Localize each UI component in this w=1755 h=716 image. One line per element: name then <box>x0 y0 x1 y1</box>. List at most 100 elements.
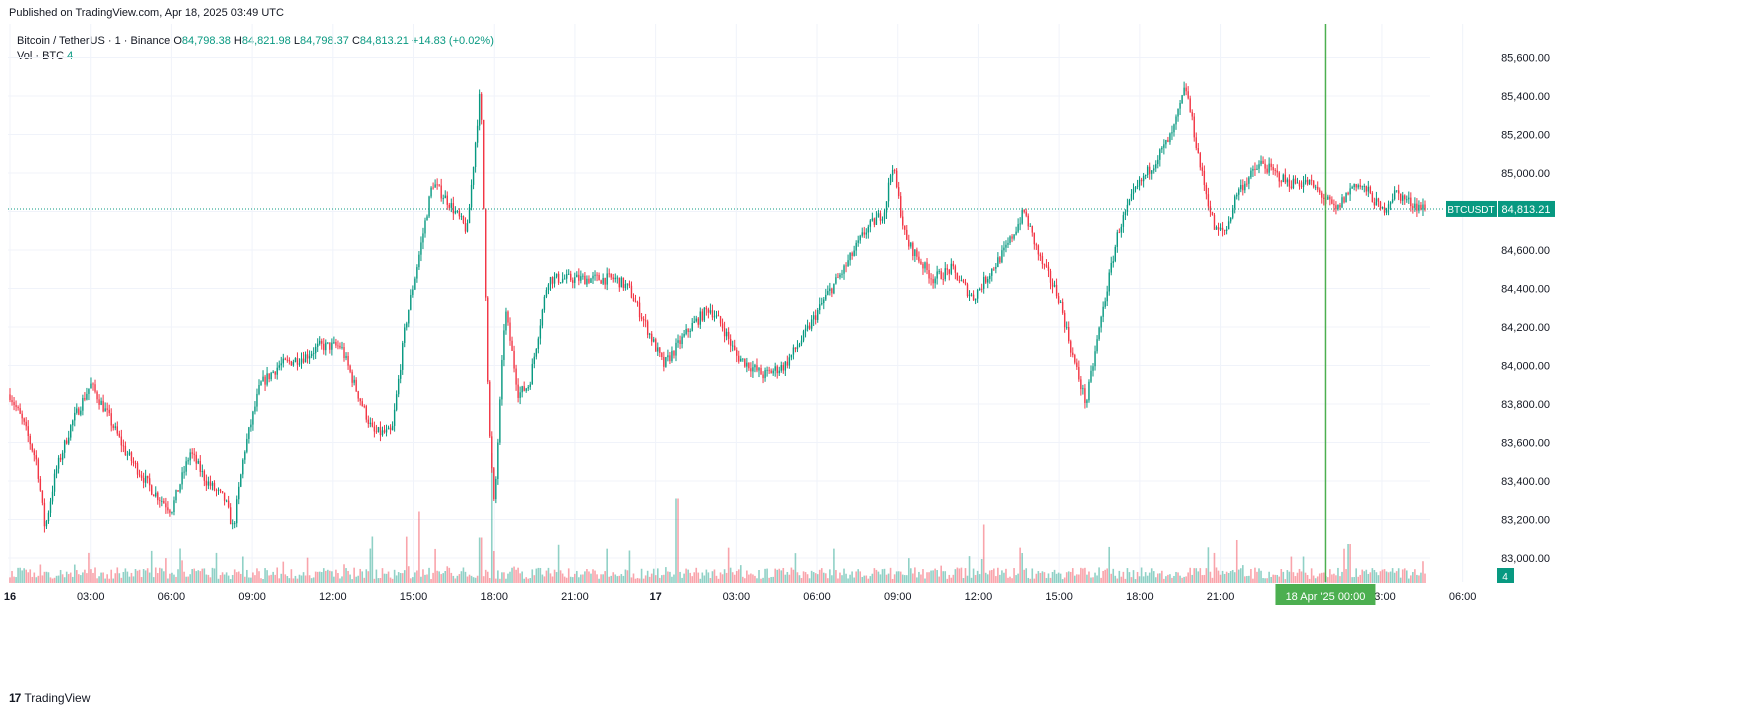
candle-body <box>1112 261 1114 263</box>
footer-brand[interactable]: 17 TradingView <box>9 691 90 705</box>
high-label: H <box>233 35 242 47</box>
candle-body <box>1027 215 1029 227</box>
volume-bar <box>422 569 424 583</box>
candle-body <box>82 397 84 411</box>
candle-body <box>1068 326 1070 342</box>
volume-bars <box>9 453 1426 583</box>
candle-body <box>995 266 997 269</box>
volume-bar <box>1284 579 1287 583</box>
volume-bar <box>405 536 408 583</box>
candle-body <box>709 310 712 313</box>
volume-bar <box>185 576 187 583</box>
volume-bar <box>262 578 264 583</box>
candle-body <box>1009 236 1011 243</box>
candle-body <box>869 220 872 227</box>
volume-bar <box>1221 570 1224 583</box>
volume-bar <box>784 574 787 583</box>
candle-body <box>1185 87 1187 92</box>
candle-body <box>659 347 661 353</box>
volume-bar <box>531 569 534 583</box>
volume-bar <box>744 578 746 583</box>
candle-body <box>610 273 612 278</box>
candle-body <box>339 345 341 348</box>
candle-body <box>693 321 695 324</box>
volume-bar <box>1211 577 1214 583</box>
volume-bar <box>851 571 853 583</box>
volume-bar <box>333 576 335 583</box>
candle-body <box>1225 229 1228 231</box>
candle-body <box>412 289 414 295</box>
candle-body <box>1078 366 1080 380</box>
volume-bar <box>760 578 762 583</box>
volume-bar <box>916 577 918 583</box>
symbol-title[interactable]: Bitcoin / TetherUS · 1 · Binance <box>17 35 171 47</box>
volume-bar <box>646 570 649 583</box>
volume-bar <box>1011 578 1013 583</box>
candle-body <box>310 353 313 357</box>
candle-body <box>1169 133 1171 143</box>
volume-bar <box>758 570 760 583</box>
volume-bar <box>76 570 78 583</box>
volume-bar <box>827 578 829 583</box>
candle-body <box>796 346 799 350</box>
candle-body <box>185 461 187 472</box>
volume-label[interactable]: Vol · BTC <box>17 50 65 62</box>
candle-body <box>59 457 62 460</box>
candle-body <box>1205 184 1208 195</box>
volume-bar <box>511 567 513 583</box>
candle-body <box>294 358 297 363</box>
candle-body <box>434 184 436 188</box>
time-tick-label: 12:00 <box>319 591 347 603</box>
volume-bar <box>1393 572 1396 583</box>
candle-body <box>1063 312 1066 328</box>
volume-bar <box>1373 569 1376 583</box>
volume-bar <box>636 577 639 583</box>
volume-bar <box>229 579 232 583</box>
volume-bar <box>899 571 902 583</box>
candle-body <box>993 268 995 270</box>
volume-bar <box>1306 575 1309 583</box>
candle-body <box>847 260 849 267</box>
volume-bar <box>634 578 637 583</box>
candle-body <box>541 309 544 326</box>
volume-bar <box>1244 576 1246 583</box>
candle-body <box>1191 111 1193 117</box>
candle-body <box>446 195 448 205</box>
volume-bar <box>1134 579 1137 583</box>
volume-bar <box>952 574 955 583</box>
volume-bar <box>1009 576 1011 583</box>
candle-body <box>1234 196 1236 209</box>
candle-body <box>772 370 774 374</box>
volume-bar <box>889 567 892 583</box>
volume-bar <box>586 568 588 583</box>
time-tick-label: 06:00 <box>803 591 831 603</box>
volume-bar <box>1408 578 1410 583</box>
price-axis[interactable]: 83,000.00 83,200.00 83,400.00 83,600.00 83,8… <box>1446 53 1555 584</box>
volume-bar <box>503 572 505 583</box>
volume-bar <box>679 571 681 583</box>
candle-body <box>1128 199 1131 205</box>
candle-body <box>9 394 11 401</box>
volume-bar <box>90 569 92 583</box>
volume-bar <box>650 573 653 583</box>
candle-body <box>1306 179 1309 185</box>
volume-bar <box>71 576 74 583</box>
time-tick-label: 09:00 <box>238 591 266 603</box>
candle-body <box>252 411 254 425</box>
candle-body <box>717 315 720 317</box>
candle-body <box>1312 180 1315 188</box>
change-value: +14.83 (+0.02%) <box>411 35 494 47</box>
candle-body <box>667 355 669 358</box>
volume-bar <box>553 569 556 583</box>
candle-body <box>357 391 359 399</box>
time-axis[interactable]: 16 03:00 06:00 09:00 12:00 15:00 18:00 21:00 17 0… <box>4 584 1477 605</box>
volume-bar <box>567 568 570 583</box>
candle-body <box>974 298 977 301</box>
volume-bar <box>1205 568 1208 583</box>
volume-bar <box>1136 571 1139 583</box>
candle-body <box>948 269 950 274</box>
volume-bar <box>1080 567 1082 583</box>
candle-body <box>215 490 218 491</box>
candle-body <box>602 277 604 284</box>
